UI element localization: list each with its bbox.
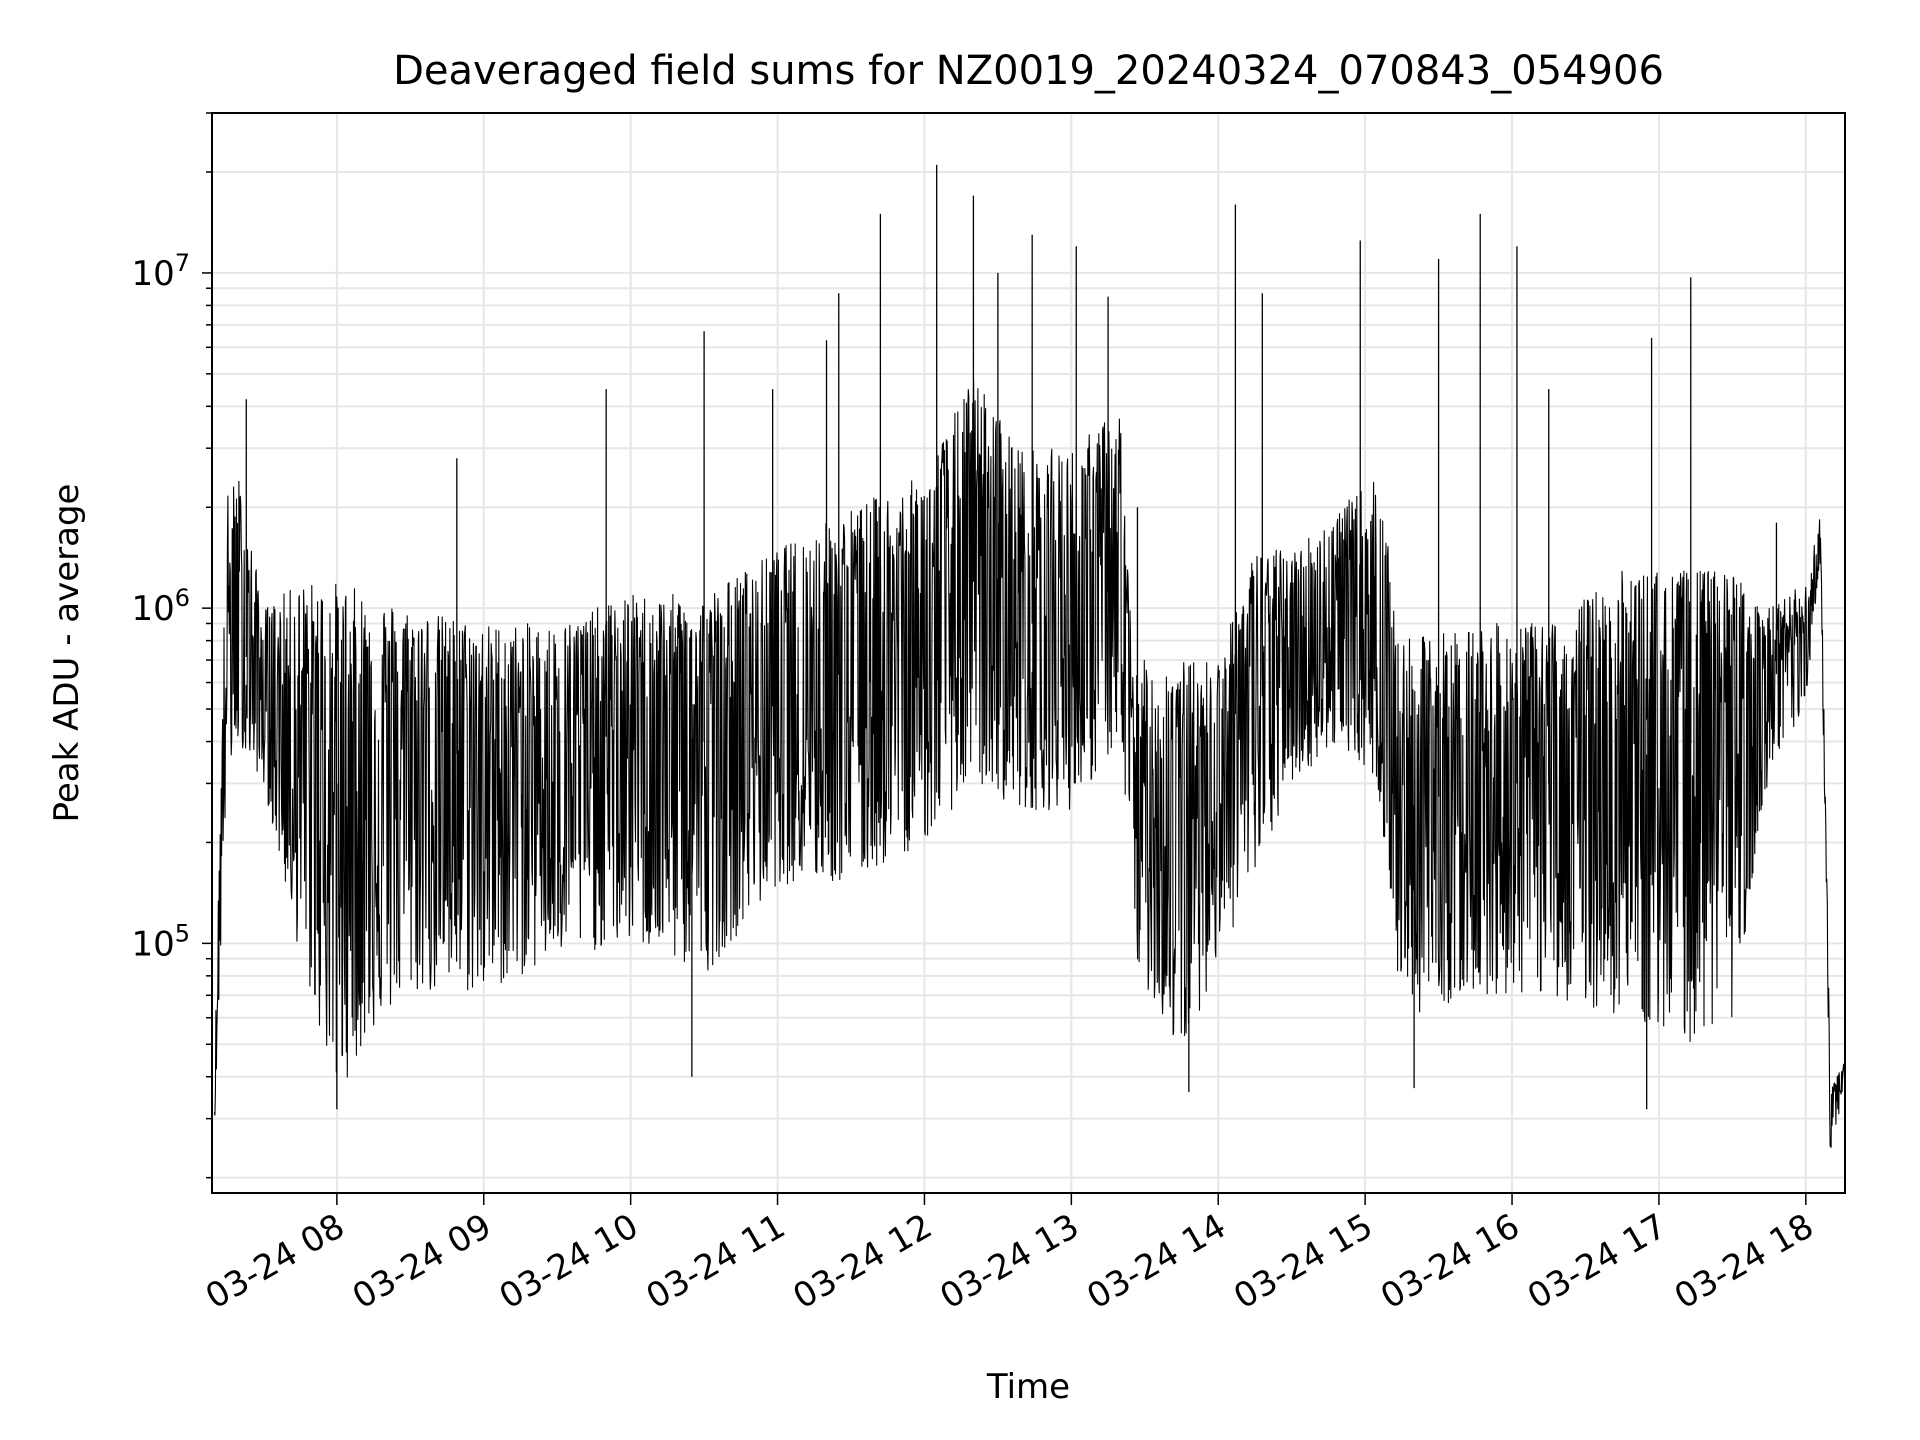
x-tick-label: 03-24 09: [346, 1206, 498, 1317]
x-tick-label: 03-24 14: [1080, 1206, 1232, 1317]
x-tick-label: 03-24 18: [1668, 1206, 1820, 1317]
x-tick-label: 03-24 17: [1521, 1206, 1673, 1317]
x-tick-label: 03-24 11: [640, 1206, 792, 1317]
chart-title: Deaveraged field sums for NZ0019_2024032…: [393, 48, 1664, 94]
x-tick-label: 03-24 16: [1374, 1206, 1526, 1317]
y-tick-label: 107: [131, 249, 190, 294]
x-axis-label: Time: [986, 1367, 1070, 1407]
x-tick-label: 03-24 08: [199, 1206, 351, 1317]
y-tick-label: 106: [131, 584, 190, 629]
y-axis-label: Peak ADU - average: [47, 484, 87, 823]
x-tick-label: 03-24 12: [787, 1206, 939, 1317]
series-line: [213, 380, 1846, 1148]
data-series: [213, 164, 1846, 1148]
plot-frame: [211, 112, 1846, 1194]
x-tick-label: 03-24 10: [493, 1206, 645, 1317]
x-tick-label: 03-24 13: [933, 1206, 1085, 1317]
y-tick-label: 105: [131, 919, 190, 964]
x-tick-label: 03-24 15: [1227, 1206, 1379, 1317]
